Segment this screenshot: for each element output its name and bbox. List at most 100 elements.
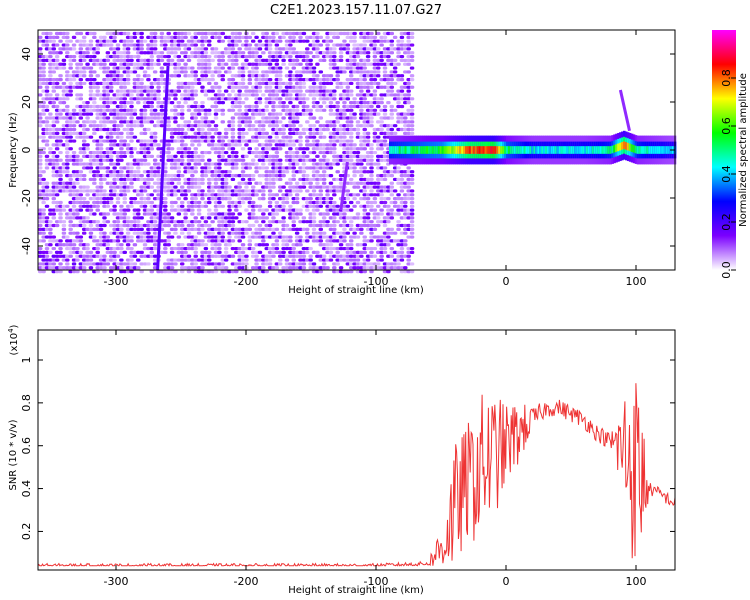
heatmap-cell <box>163 246 168 251</box>
heatmap-cell <box>298 35 303 39</box>
heatmap-cell <box>98 254 104 258</box>
heatmap-cell <box>376 70 381 74</box>
heatmap-cell <box>68 124 73 128</box>
heatmap-cell <box>203 47 209 51</box>
heatmap-cell <box>389 116 395 120</box>
heatmap-cell <box>95 154 100 158</box>
heatmap-cell <box>230 262 236 266</box>
heatmap-cell <box>247 93 253 97</box>
heatmap-cell <box>190 235 195 239</box>
heatmap-cell <box>51 62 57 66</box>
heatmap-cell <box>288 193 293 197</box>
heatmap-cell <box>119 235 124 239</box>
heatmap-cell <box>288 143 293 147</box>
heatmap-cell <box>288 270 293 274</box>
heatmap-cell <box>108 181 114 185</box>
heatmap-cell <box>75 216 80 220</box>
heatmap-cell <box>196 185 202 189</box>
heatmap-cell <box>217 266 222 270</box>
heatmap-cell <box>136 166 141 170</box>
heatmap-cell <box>213 47 219 51</box>
heatmap-cell <box>352 35 357 39</box>
heatmap-cell <box>203 74 209 78</box>
heatmap-cell <box>193 104 198 109</box>
heatmap-cell <box>58 220 63 224</box>
heatmap-cell <box>315 62 320 66</box>
heatmap-cell <box>409 43 415 47</box>
heatmap-cell <box>294 266 300 270</box>
heatmap-cell <box>281 193 286 197</box>
heatmap-cell <box>274 250 280 254</box>
heatmap-cell <box>277 81 283 86</box>
heatmap-cell <box>261 262 266 266</box>
heatmap-cell <box>382 108 388 112</box>
heatmap-cell <box>240 235 246 239</box>
heatmap-cell <box>288 108 293 112</box>
heatmap-cell <box>51 270 57 274</box>
heatmap-cell <box>244 181 249 185</box>
heatmap-cell <box>369 166 374 170</box>
heatmap-cell <box>321 266 327 270</box>
heatmap-cell <box>176 150 182 155</box>
heatmap-cell <box>38 93 43 97</box>
heatmap-cell <box>274 47 280 51</box>
heatmap-cell <box>51 104 57 109</box>
heatmap-cell <box>369 104 374 109</box>
heatmap-cell <box>186 227 192 231</box>
heatmap-cell <box>321 54 327 59</box>
heatmap-cell <box>311 193 317 197</box>
heatmap-cell <box>311 93 317 97</box>
heatmap-cell <box>75 135 80 139</box>
heatmap-cell <box>261 197 266 201</box>
heatmap-cell <box>267 124 273 128</box>
heatmap-cell <box>190 243 195 247</box>
heatmap-cell <box>220 258 226 262</box>
heatmap-cell <box>54 35 60 39</box>
heatmap-cell <box>132 147 138 151</box>
heatmap-cell <box>274 89 280 93</box>
heatmap-cell <box>132 231 138 235</box>
heatmap-cell <box>298 166 303 170</box>
heatmap-cell <box>288 162 293 166</box>
heatmap-cell <box>254 220 259 224</box>
heatmap-cell <box>81 185 87 189</box>
heatmap-cell <box>399 74 405 78</box>
heatmap-cell <box>169 89 175 93</box>
heatmap-cell <box>71 43 77 47</box>
heatmap-cell <box>305 127 310 132</box>
heatmap-cell <box>294 150 300 155</box>
heatmap-cell <box>78 58 84 62</box>
heatmap-cell <box>321 51 327 55</box>
heatmap-cell <box>223 227 229 231</box>
heatmap-cell <box>291 258 296 262</box>
heatmap-cell <box>58 166 63 170</box>
heatmap-cell <box>142 70 148 74</box>
heatmap-cell <box>281 254 286 258</box>
heatmap-cell <box>264 170 269 174</box>
heatmap-cell <box>51 66 57 70</box>
heatmap-cell <box>78 254 84 258</box>
heatmap-cell <box>102 243 107 247</box>
heatmap-cell <box>250 51 256 55</box>
heatmap-cell <box>284 143 290 147</box>
heatmap-cell <box>112 112 117 116</box>
heatmap-cell <box>355 200 361 205</box>
heatmap-cell <box>237 143 242 147</box>
heatmap-cell <box>264 147 269 151</box>
heatmap-cell <box>247 54 253 59</box>
heatmap-cell <box>38 189 43 193</box>
heatmap-cell <box>112 246 117 251</box>
heatmap-cell <box>234 31 239 36</box>
heatmap-cell <box>261 78 266 82</box>
heatmap-cell <box>372 227 378 231</box>
heatmap-cell <box>200 66 205 70</box>
heatmap-cell <box>98 58 104 62</box>
heatmap-cell <box>108 223 114 228</box>
heatmap-cell <box>318 185 324 189</box>
heatmap-cell <box>81 54 87 59</box>
heatmap-cell <box>81 197 87 201</box>
heatmap-cell <box>240 270 246 274</box>
heatmap-cell <box>98 35 104 39</box>
heatmap-cell <box>237 116 242 120</box>
heatmap-cell <box>308 78 313 82</box>
